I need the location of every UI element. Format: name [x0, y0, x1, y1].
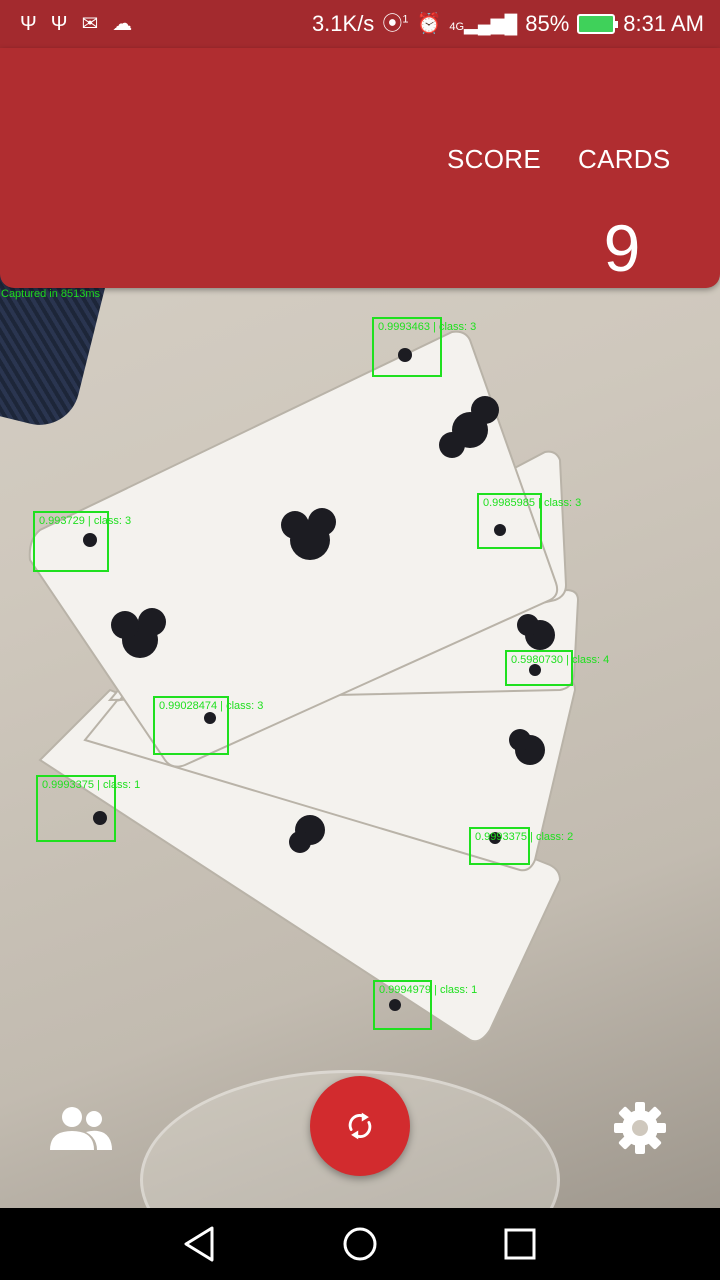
refresh-icon: [344, 1110, 376, 1142]
network-speed: 3.1K/s: [312, 11, 374, 37]
gear-icon: [612, 1100, 668, 1156]
detection-label: 0.993729 | class: 3: [39, 515, 131, 527]
battery-percent: 85%: [525, 11, 569, 37]
detection-label: 0.9994979 | class: 1: [379, 984, 477, 996]
detection-label: 0.99028474 | class: 3: [159, 700, 263, 712]
alarm-icon: ⏰: [416, 14, 441, 34]
battery-icon: [577, 14, 615, 34]
detection-label: 0.9993375 | class: 1: [42, 779, 140, 791]
cards-count: 9: [600, 210, 644, 286]
status-bar: Ψ Ψ ✉ ☁ 3.1K/s ⦿1 ⏰ 4G▂▄▆█ 85% 8:31 AM: [0, 0, 720, 48]
hotspot-icon: ⦿1: [382, 14, 408, 34]
score-panel: SCORE CARDS 9: [0, 48, 720, 288]
hotspot-count: 1: [402, 13, 408, 25]
cloud-icon: ☁: [112, 14, 132, 34]
back-button[interactable]: [178, 1222, 222, 1266]
settings-button[interactable]: [612, 1100, 668, 1156]
lte-signal-icon: 4G▂▄▆█: [449, 15, 517, 33]
people-icon: [50, 1106, 112, 1150]
navigation-bar: [0, 1208, 720, 1280]
gmail-icon: ✉: [81, 14, 98, 34]
detection-label: 0.9993375 | class: 2: [475, 831, 573, 843]
back-triangle-icon: [178, 1222, 222, 1266]
home-button[interactable]: [338, 1222, 382, 1266]
recents-button[interactable]: [498, 1222, 542, 1266]
refresh-button[interactable]: [310, 1076, 410, 1176]
detection-label: 0.9993463 | class: 3: [378, 321, 476, 333]
players-button[interactable]: [50, 1106, 112, 1150]
usb-icon: Ψ: [20, 14, 37, 34]
cards-label: CARDS: [578, 144, 671, 175]
score-label: SCORE: [447, 144, 541, 175]
home-circle-icon: [338, 1222, 382, 1266]
recents-square-icon: [498, 1222, 542, 1266]
network-type: 4G: [449, 21, 464, 33]
detection-label: 0.9985985 | class: 3: [483, 497, 581, 509]
usb-icon: Ψ: [51, 14, 68, 34]
capture-time-label: Captured in 8513ms: [1, 288, 100, 300]
clock: 8:31 AM: [623, 11, 704, 37]
detection-label: 0.5980730 | class: 4: [511, 654, 609, 666]
